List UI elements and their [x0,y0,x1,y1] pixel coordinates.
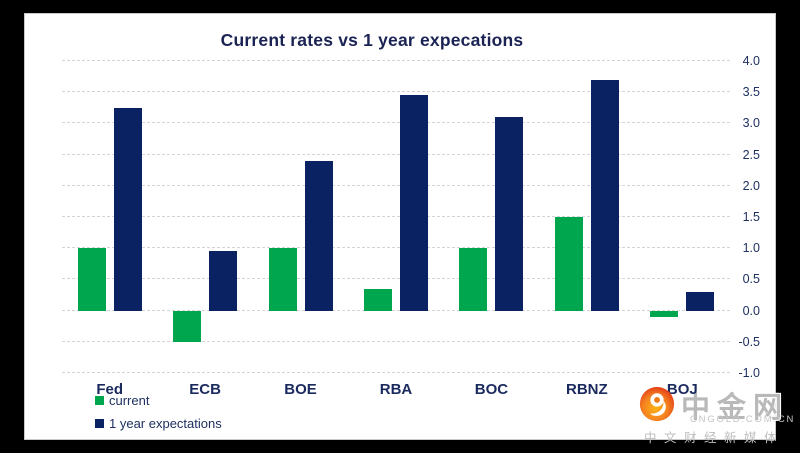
legend-label-expectations: 1 year expectations [109,416,222,431]
gridline [62,372,730,373]
bar-expectations-BOJ [686,291,715,311]
y-tick-label: 2.5 [742,147,760,162]
gridline [62,60,730,61]
bar-current-RBA [364,288,392,311]
legend-swatch-expectations-icon [95,419,104,428]
y-tick-label: 1.0 [742,241,760,256]
bar-current-BOC [459,248,488,311]
bar-current-BOE [268,248,297,311]
bar-expectations-RBA [400,95,428,311]
watermark-brand: 中金网 [681,392,790,424]
y-tick-label: 0.0 [742,303,760,318]
gridline [62,278,730,280]
bar-expectations-RBNZ [590,79,619,311]
y-tick-label: -1.0 [738,366,760,380]
category-label-BOE: BOE [284,381,317,398]
legend-item-expectations: 1 year expectations [95,416,222,431]
gridline [62,309,730,311]
category-label-RBA: RBA [379,381,413,398]
y-tick-label: -0.5 [738,334,760,349]
gridline [62,247,730,249]
gridline [62,153,730,155]
gridline [62,184,730,186]
bar-current-BOJ [650,310,679,317]
y-tick-label: 3.0 [742,116,760,131]
bar-current-RBNZ [554,217,583,311]
y-tick-label: 2.0 [742,178,760,193]
gridline [62,216,730,217]
y-tick-label: 0.5 [742,272,760,287]
legend-swatch-current-icon [95,396,104,405]
category-label-BOC: BOC [474,381,509,398]
gridline [62,340,730,342]
gridline [62,91,730,93]
watermark-domain: CNGOLD.COM.CN [690,414,796,425]
legend-item-current: current [95,393,149,408]
y-tick-label: 1.5 [742,210,760,224]
bar-expectations-Fed [113,107,142,311]
bar-expectations-ECB [209,251,238,311]
category-label-Fed: Fed [96,381,124,398]
gridline [62,122,730,124]
y-tick-label: 4.0 [742,54,760,68]
y-tick-label: 3.5 [742,85,760,100]
category-label-RBNZ: RBNZ [566,381,608,398]
legend-label-current: current [109,393,150,408]
bar-expectations-BOC [495,117,524,311]
chart-title: Current rates vs 1 year expecations [220,30,524,50]
bar-current-Fed [77,248,106,311]
category-label-BOJ: BOJ [666,381,698,398]
bar-current-ECB [173,310,202,342]
watermark-tagline: 中文财经新媒体 [644,431,785,445]
bar-expectations-BOE [304,160,333,311]
category-label-ECB: ECB [189,381,221,398]
cngold-logo-icon [639,386,675,422]
